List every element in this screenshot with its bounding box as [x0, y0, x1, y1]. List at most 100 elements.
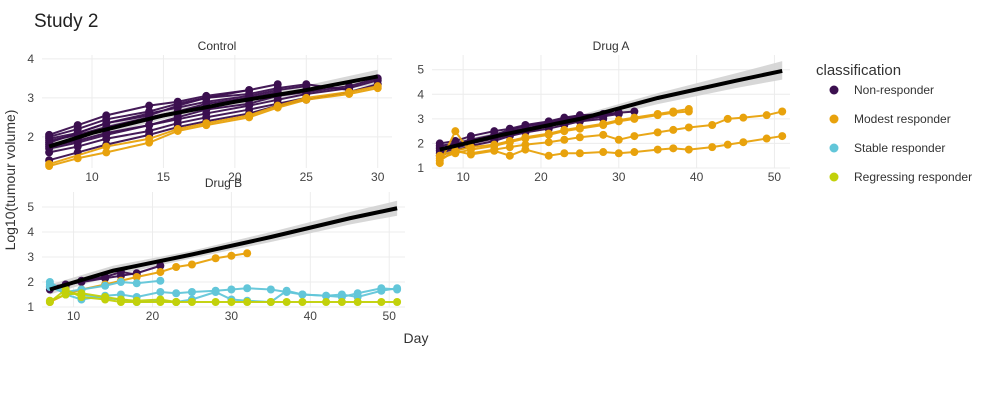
data-point — [723, 114, 732, 123]
data-point — [669, 107, 678, 116]
data-point — [614, 149, 623, 158]
y-tick-label: 3 — [27, 250, 34, 264]
x-tick-label: 30 — [371, 170, 385, 184]
series-line — [48, 85, 378, 166]
x-tick-label: 25 — [300, 170, 314, 184]
data-point — [560, 125, 569, 134]
data-point — [227, 285, 236, 294]
data-point — [669, 125, 678, 134]
legend-title: classification — [816, 62, 901, 79]
data-point — [451, 146, 460, 155]
series-modest-responder — [45, 82, 382, 169]
y-tick-label: 4 — [27, 225, 34, 239]
y-tick-label: 3 — [27, 91, 34, 105]
series-line — [48, 83, 350, 138]
data-point — [302, 80, 311, 89]
data-point — [202, 93, 211, 102]
trend-line — [48, 74, 379, 149]
series-modest-responder — [435, 105, 693, 160]
legend: classification Non-responder Modest respo… — [816, 62, 972, 184]
data-point — [302, 93, 311, 102]
x-tick-label: 30 — [612, 170, 626, 184]
legend-marker-non-responder — [829, 85, 839, 95]
data-point — [630, 107, 639, 116]
data-point — [266, 285, 275, 294]
data-point — [575, 133, 584, 142]
data-point — [544, 138, 553, 147]
data-point — [630, 148, 639, 157]
data-point — [273, 101, 282, 110]
data-point — [630, 113, 639, 122]
panel-title-control: Control — [198, 39, 237, 53]
data-point — [211, 298, 220, 306]
data-point — [739, 138, 748, 147]
data-point — [45, 132, 54, 141]
data-point — [778, 107, 787, 116]
data-point — [156, 268, 165, 276]
x-tick-label: 20 — [146, 309, 160, 323]
y-tick-label: 4 — [417, 87, 424, 101]
data-point — [298, 298, 307, 306]
series-regressing-responder — [45, 289, 181, 306]
x-tick-label: 20 — [228, 170, 242, 184]
data-point — [102, 115, 111, 124]
legend-marker-regressing-responder — [829, 172, 839, 182]
data-point — [505, 151, 514, 160]
data-point — [599, 130, 608, 139]
data-point — [156, 295, 165, 304]
data-point — [762, 134, 771, 143]
data-point — [353, 298, 362, 306]
data-point — [282, 286, 291, 295]
data-point — [156, 288, 165, 296]
x-tick-label: 30 — [225, 309, 239, 323]
trend-confidence-band — [49, 69, 378, 152]
legend-label-non-responder: Non-responder — [854, 83, 934, 97]
data-point — [45, 296, 54, 305]
data-point — [575, 149, 584, 158]
data-point — [132, 296, 141, 305]
x-tick-label: 20 — [534, 170, 548, 184]
data-point — [377, 298, 386, 306]
data-point — [630, 132, 639, 141]
data-point — [101, 281, 110, 290]
data-point — [435, 156, 444, 165]
y-tick-label: 4 — [27, 52, 34, 66]
data-point — [173, 99, 182, 108]
data-point — [132, 273, 141, 281]
data-point — [614, 135, 623, 144]
data-point — [669, 144, 678, 153]
panel-title-drug-a: Drug A — [593, 39, 630, 53]
x-tick-label: 50 — [383, 309, 397, 323]
data-point — [172, 289, 181, 298]
data-point — [227, 298, 236, 306]
data-point — [345, 88, 354, 97]
x-tick-label: 10 — [67, 309, 81, 323]
x-tick-label: 15 — [157, 170, 171, 184]
y-tick-label: 5 — [417, 63, 424, 77]
data-point — [102, 134, 111, 143]
data-point — [373, 82, 382, 91]
data-point — [172, 263, 181, 271]
data-point — [101, 293, 110, 301]
trend-line — [49, 206, 398, 292]
data-point — [739, 113, 748, 122]
data-point — [211, 288, 220, 296]
data-point — [243, 249, 252, 258]
series-non-responder — [45, 80, 354, 141]
x-tick-label: 10 — [85, 170, 99, 184]
data-point — [156, 276, 165, 285]
data-point — [322, 291, 331, 300]
panel-drug-a: Drug A 10 20 30 40 50 1 2 3 4 5 — [417, 39, 790, 184]
panel-drug-b: Drug B 10 20 30 40 50 1 2 3 4 5 — [27, 176, 405, 323]
data-point — [245, 89, 254, 98]
data-point — [187, 288, 196, 296]
data-point — [156, 261, 165, 270]
data-point — [653, 109, 662, 118]
data-point — [684, 145, 693, 154]
data-point — [282, 298, 291, 306]
data-point — [102, 142, 111, 151]
data-point — [73, 142, 82, 151]
data-point — [393, 284, 402, 293]
data-point — [243, 298, 252, 306]
data-point — [337, 298, 346, 306]
